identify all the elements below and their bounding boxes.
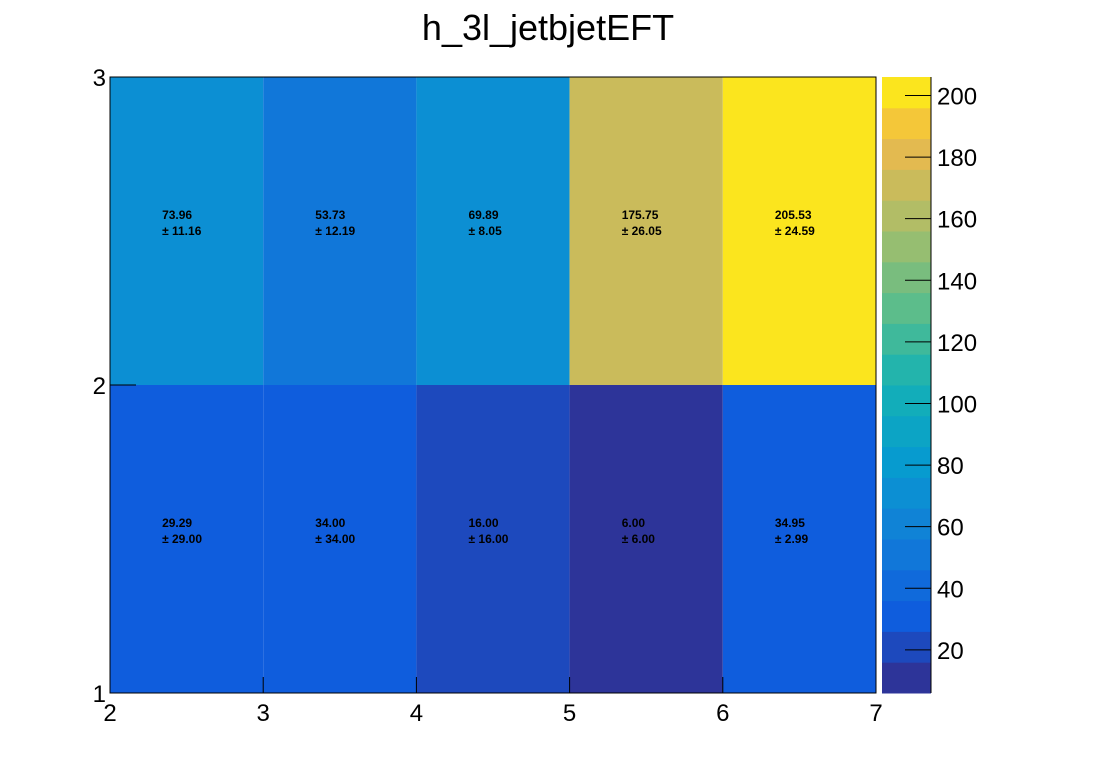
cell-error-label: ± 12.19: [315, 224, 355, 238]
heatmap-cell: [569, 385, 723, 693]
x-tick-label: 4: [410, 700, 423, 727]
palette-tick-label: 200: [937, 83, 977, 110]
x-tick-label: 3: [257, 700, 270, 727]
heatmap-cell: [722, 385, 876, 693]
palette-tick-label: 100: [937, 391, 977, 418]
heatmap-cell: [263, 77, 417, 385]
y-tick-label: 3: [93, 65, 106, 92]
palette-band: [882, 508, 931, 540]
cell-value-label: 16.00: [468, 516, 498, 530]
palette-band: [882, 539, 931, 571]
palette-band: [882, 446, 931, 478]
heatmap-cell: [416, 385, 570, 693]
x-tick-label: 7: [869, 700, 882, 727]
heatmap-cell: [569, 77, 723, 385]
palette-band: [882, 477, 931, 509]
cell-error-label: ± 26.05: [622, 224, 662, 238]
palette-band: [882, 354, 931, 386]
cell-value-label: 69.89: [468, 208, 498, 222]
cell-value-label: 205.53: [775, 208, 812, 222]
heatmap-cell: [110, 77, 264, 385]
x-tick-label: 2: [103, 700, 116, 727]
cell-value-label: 29.29: [162, 516, 192, 530]
cell-error-label: ± 29.00: [162, 532, 202, 546]
palette-tick-label: 80: [937, 453, 964, 480]
palette-band: [882, 662, 931, 694]
palette-tick-label: 120: [937, 330, 977, 357]
cell-value-label: 175.75: [622, 208, 659, 222]
cell-error-label: ± 16.00: [468, 532, 508, 546]
y-tick-label: 1: [93, 681, 106, 708]
cell-value-label: 6.00: [622, 516, 646, 530]
cell-value-label: 34.00: [315, 516, 345, 530]
x-tick-label: 5: [563, 700, 576, 727]
palette-band: [882, 569, 931, 602]
cell-labels: 29.29 ± 29.00 34.00 ± 34.00 16.00 ± 16.00 6.00…: [162, 208, 815, 546]
y-tick-label: 2: [93, 373, 106, 400]
palette-tick-label: 160: [937, 207, 977, 234]
heatmap-cell: [110, 385, 264, 693]
palette-band: [882, 231, 931, 263]
cell-error-label: ± 6.00: [622, 532, 656, 546]
palette-tick-label: 60: [937, 515, 964, 542]
palette-band: [882, 415, 931, 448]
heatmap-cell: [263, 385, 417, 693]
palette-tick-label: 140: [937, 268, 977, 295]
palette-band: [882, 631, 931, 663]
cell-error-label: ± 8.05: [468, 224, 502, 238]
palette-band: [882, 138, 931, 170]
palette-band: [882, 107, 931, 140]
color-scale: 20 40 60 80 100 120 140 160 180 200: [882, 77, 977, 694]
chart-title: h_3l_jetbjetEFT: [422, 7, 674, 48]
palette-band: [882, 200, 931, 232]
palette-band: [882, 385, 931, 417]
palette-band: [882, 261, 931, 294]
cell-error-label: ± 34.00: [315, 532, 355, 546]
palette-band: [882, 77, 931, 109]
cell-value-label: 73.96: [162, 208, 192, 222]
cell-error-label: ± 11.16: [162, 224, 202, 238]
palette-band: [882, 169, 931, 201]
cell-value-label: 34.95: [775, 516, 805, 530]
heatmap-cell: [722, 77, 876, 385]
palette-tick-label: 20: [937, 638, 964, 665]
heatmap-cells: [110, 77, 876, 693]
x-tick-label: 6: [716, 700, 729, 727]
palette-band: [882, 600, 931, 632]
palette-tick-label: 180: [937, 145, 977, 172]
palette-tick-label: 40: [937, 576, 964, 603]
heatmap-cell: [416, 77, 570, 385]
cell-error-label: ± 2.99: [775, 532, 809, 546]
cell-value-label: 53.73: [315, 208, 345, 222]
palette-band: [882, 292, 931, 324]
palette-band: [882, 323, 931, 355]
cell-error-label: ± 24.59: [775, 224, 815, 238]
